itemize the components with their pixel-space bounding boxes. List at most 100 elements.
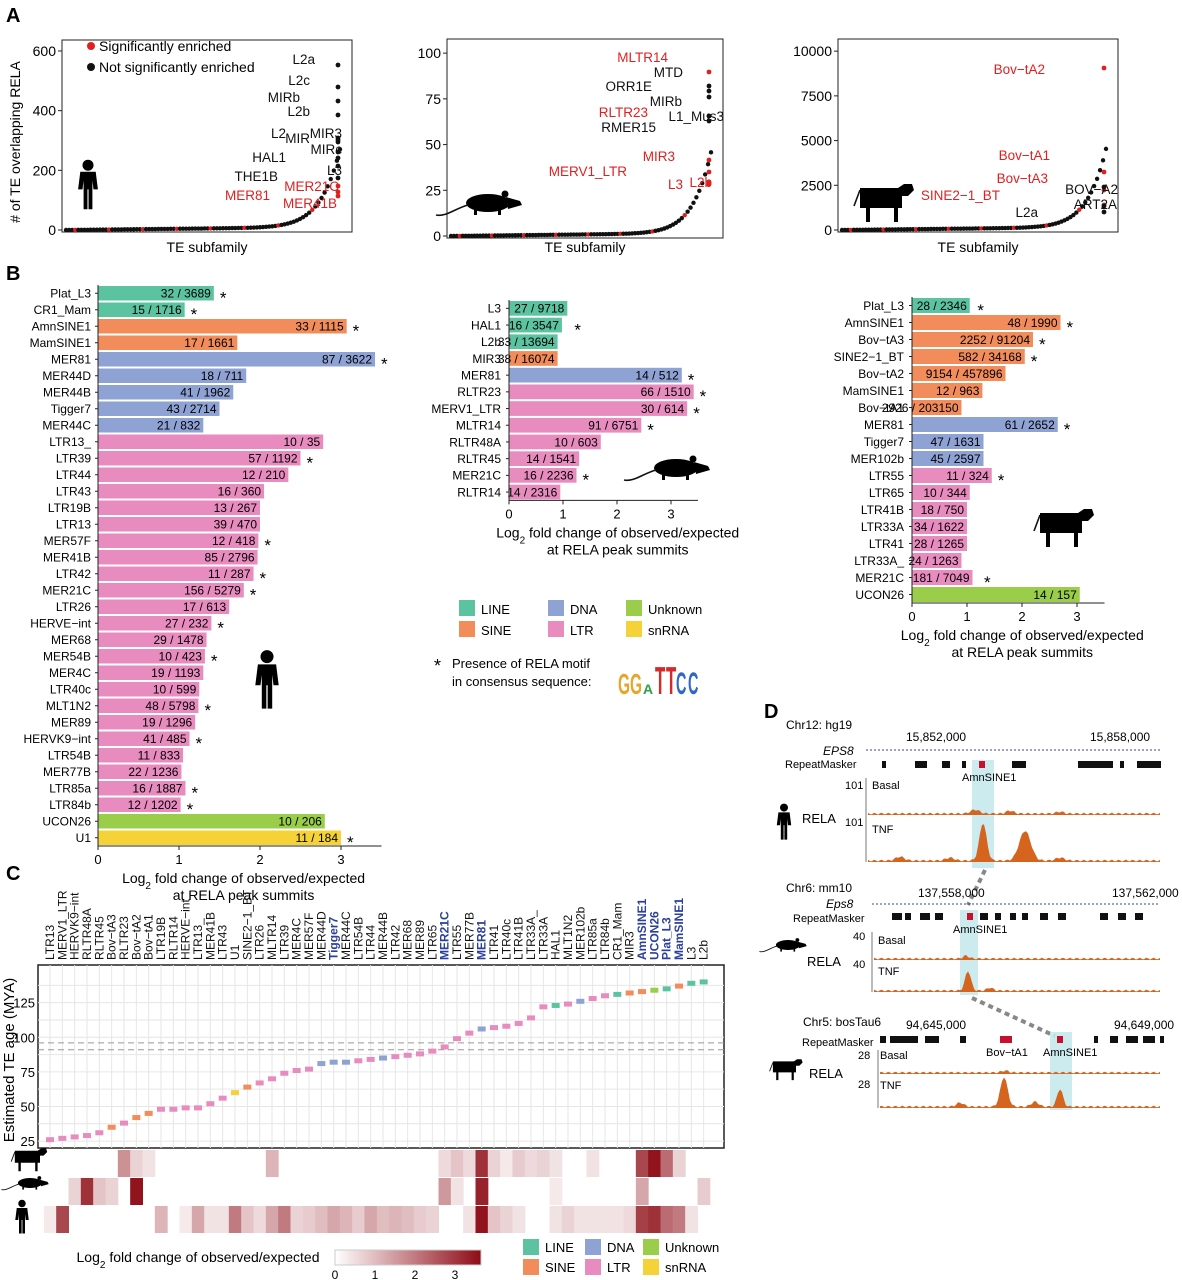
basal-label: Basal [872, 780, 900, 792]
bar-value-label: 14 / 157 [1033, 588, 1077, 602]
y-tick-label: 10000 [793, 43, 832, 59]
age-point-CR1_Mam [613, 991, 622, 997]
outlier-point [335, 155, 341, 161]
heat-cell [339, 1206, 353, 1233]
heat-cell [376, 1206, 390, 1233]
age-point-L3 [687, 980, 696, 986]
bar-MER68 [98, 632, 207, 647]
legend-swatch-snrna [643, 1259, 659, 1275]
bar-LTR13 [98, 517, 260, 532]
data-point [236, 225, 241, 231]
bar-value-label: 12 / 963 [936, 384, 980, 398]
te-name-label: UCON26 [647, 911, 661, 960]
te-name-label: RLTR45 [92, 916, 106, 960]
data-point [303, 212, 309, 218]
motif-star: * [583, 471, 590, 490]
tnf-label: TNF [872, 824, 894, 836]
data-point [702, 172, 708, 177]
data-point [171, 226, 176, 232]
scale-label: 101 [845, 817, 863, 829]
age-point-L2b [699, 979, 708, 985]
repeat-block [1126, 1036, 1138, 1043]
highlight-box [960, 910, 978, 995]
bar-MER44C [98, 418, 204, 433]
heat-cell [635, 1206, 649, 1233]
age-point-RLTR45 [95, 1130, 104, 1136]
y-tick-label: 75 [425, 91, 441, 107]
data-point [97, 227, 103, 232]
te-name-label: LTR84b [598, 918, 612, 960]
bar-name: HERVK9−int [24, 732, 92, 746]
bar-value-label: 57 / 1192 [248, 452, 297, 466]
panel-a-cow: 0 2500 5000 7500 10000 TE subfamily Bov−tA2 Bov… [793, 38, 1119, 255]
bar-value-label: 11 / 324 [946, 469, 989, 483]
motif-star: * [196, 734, 203, 753]
outlier-point [335, 62, 341, 68]
svg-text:A: A [643, 681, 653, 697]
heat-cell [463, 1150, 476, 1177]
outlier-label: MIR3 [310, 126, 342, 141]
bar-L2b [509, 334, 558, 350]
age-point-MER89 [416, 1051, 424, 1057]
repeat-block-te [979, 761, 985, 768]
age-point-RLTR48A [83, 1133, 91, 1139]
bar-name: LTR19B [48, 501, 91, 515]
motif-star: * [700, 387, 707, 406]
x-axis-label-2: at RELA peak summits [547, 541, 689, 557]
gene-label: EPS8 [823, 744, 854, 758]
data-point [79, 227, 84, 233]
outlier-point [706, 118, 712, 124]
x-axis-label: TE subfamily [938, 239, 1019, 255]
age-point-LTR39 [280, 1070, 289, 1076]
repeat-block [1143, 1036, 1155, 1043]
heat-cell [487, 1206, 501, 1233]
data-point [150, 226, 155, 232]
rela-label: RELA [802, 811, 836, 826]
repeat-block [1010, 913, 1016, 920]
heat-cell [290, 1206, 304, 1233]
data-point [1083, 200, 1088, 205]
motif-star: * [574, 320, 581, 339]
bar-name: MamSINE1 [30, 336, 92, 350]
bar-HERVE−int [98, 616, 212, 631]
bar-value-label: 30 / 614 [641, 402, 685, 416]
data-point [1094, 176, 1100, 181]
heat-cell [302, 1206, 316, 1233]
basal-track [874, 954, 1160, 960]
heat-cell [179, 1206, 193, 1233]
bar-name: Tigger7 [864, 435, 905, 449]
bar-value-label: 39 / 470 [214, 518, 258, 532]
age-point-MER102b [576, 998, 585, 1004]
bar-Plat_L3 [98, 286, 214, 301]
bar-name: LTR41B [861, 503, 904, 517]
data-point [676, 218, 682, 223]
te-name-label: MER89 [413, 920, 427, 960]
outlier-label: Bov−tA3 [997, 171, 1048, 186]
panel-a-human: 0 200 400 600 # of TE overlapping RELA TE sub… [7, 39, 353, 255]
y-tick-label: 25 [21, 1134, 35, 1149]
bar-name: LTR85a [49, 782, 91, 796]
heat-cell [635, 1178, 649, 1205]
te-name-label: HERVE−int [179, 899, 193, 960]
repeat-block [890, 1036, 918, 1043]
data-point [159, 226, 164, 232]
heat-cell [598, 1206, 612, 1233]
bar-value-label: 12 / 210 [242, 468, 286, 482]
mouse-icon [758, 937, 808, 953]
x-axis-label: Log2 fold change of observed/expected [901, 627, 1144, 649]
outlier-label: RMER15 [601, 120, 656, 135]
repeat-block-te [967, 913, 973, 920]
outlier-label: L3 [327, 163, 342, 178]
outlier-label: SINE2−1_BT [921, 188, 1000, 203]
bar-LTR44 [98, 467, 289, 482]
legend-sine-text: SINE [481, 623, 512, 638]
bar-name: LTR13 [56, 518, 91, 532]
outlier-label: Bov−tA2 [994, 62, 1045, 77]
bar-value-label: 19 / 1193 [151, 666, 200, 680]
bar-value-label: 24 / 1263 [908, 554, 958, 568]
outlier-label: L2b [689, 175, 712, 190]
motif-star: * [250, 586, 257, 605]
motif-text-2: in consensus sequence: [452, 674, 591, 689]
outlier-label: L2a [292, 52, 315, 67]
coord-label: 94,645,000 [906, 1018, 966, 1032]
